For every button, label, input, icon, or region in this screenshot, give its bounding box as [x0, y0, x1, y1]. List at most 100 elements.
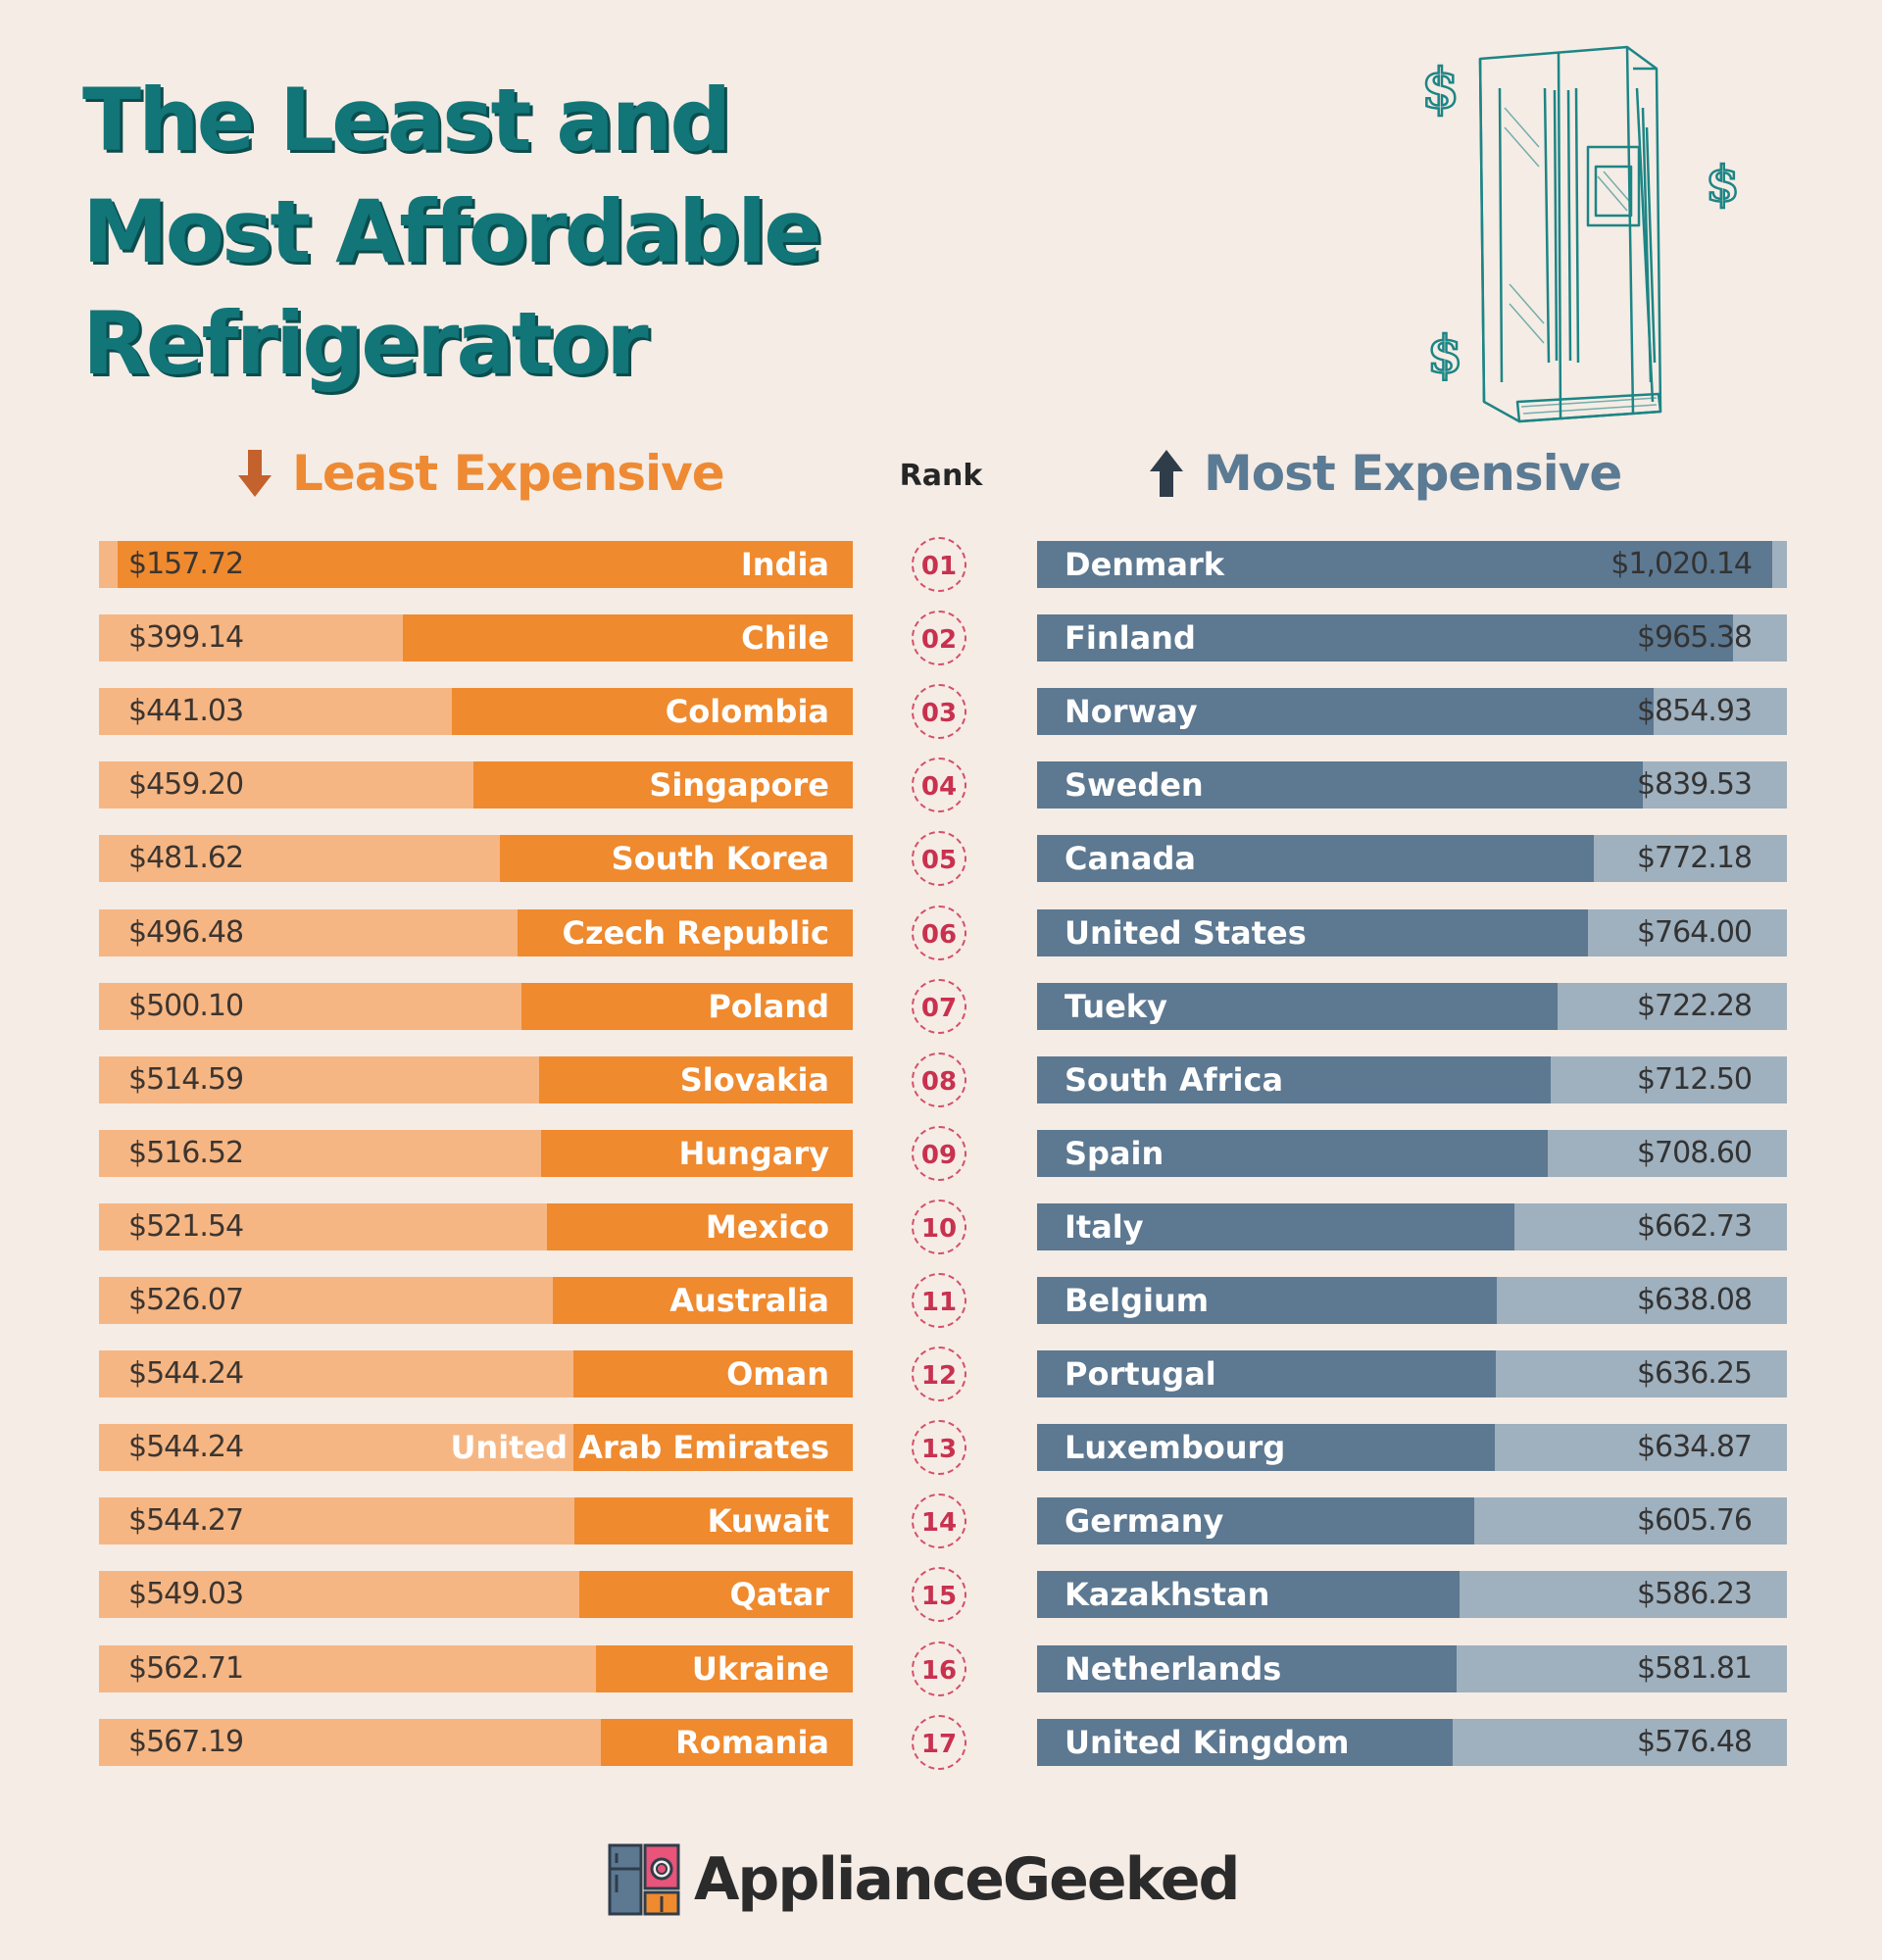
bar-fill [1037, 761, 1643, 809]
rank-badge: 15 [912, 1567, 966, 1623]
bar-least-expensive: $544.27 Kuwait [99, 1497, 853, 1545]
bar-most-expensive: Netherlands $581.81 [1037, 1644, 1787, 1692]
bar-fill [1037, 1055, 1551, 1103]
bar-fill [1037, 614, 1733, 662]
logo-text: ApplianceGeeked [694, 1845, 1240, 1914]
bar-least-expensive: $521.54 Mexico [99, 1202, 853, 1250]
bar-country-label: India [740, 546, 829, 583]
rank-badge: 03 [912, 684, 966, 740]
bar-country-label: Colombia [665, 693, 829, 731]
rank-badge: 06 [912, 905, 966, 960]
bar-country-label: Denmark [1065, 546, 1225, 583]
bar-country-label: Oman [726, 1355, 829, 1394]
bar-most-expensive: United Kingdom $576.48 [1037, 1718, 1787, 1766]
bar-value-label: $605.76 [1636, 1503, 1753, 1539]
bar-value-label: $549.03 [128, 1577, 244, 1612]
bar-country-label: Luxembourg [1065, 1429, 1286, 1467]
svg-text:$: $ [1706, 155, 1740, 213]
bar-value-label: $638.08 [1636, 1283, 1753, 1317]
title-line-1: The Least and [82, 70, 731, 171]
bar-fill [1037, 1202, 1514, 1250]
bar-fill [521, 982, 853, 1030]
bar-fill [1037, 908, 1588, 956]
bar-fill [574, 1497, 853, 1545]
bar-least-expensive: $157.72 India [99, 541, 853, 588]
page-title: The Least and Most Affordable Refrigerat… [82, 65, 965, 400]
bar-fill [1037, 1718, 1453, 1766]
bar-most-expensive: South Africa $712.50 [1037, 1055, 1787, 1103]
bar-most-expensive: Spain $708.60 [1037, 1129, 1787, 1177]
bar-value-label: $521.54 [128, 1208, 244, 1244]
bar-country-label: Portugal [1065, 1355, 1216, 1394]
bar-country-label: Hungary [678, 1134, 829, 1172]
bar-fill [1037, 1424, 1495, 1472]
rank-badge: 17 [912, 1714, 966, 1770]
bar-country-label: Belgium [1065, 1282, 1210, 1319]
bar-fill [1037, 1129, 1548, 1177]
bar-least-expensive: $481.62 South Korea [99, 835, 853, 883]
bar-value-label: $157.72 [128, 547, 244, 581]
least-expensive-label: Least Expensive [292, 445, 725, 502]
bar-country-label: Ukraine [691, 1649, 829, 1688]
rank-badge: 05 [912, 831, 966, 887]
bar-fill [473, 761, 853, 809]
bar-value-label: $854.93 [1636, 694, 1753, 729]
bar-value-label: $662.73 [1636, 1208, 1753, 1244]
bar-country-label: Netherlands [1065, 1649, 1282, 1688]
bar-value-label: $399.14 [128, 620, 244, 656]
bar-value-label: $586.23 [1636, 1577, 1753, 1612]
bar-fill [1037, 1350, 1496, 1398]
bar-least-expensive: $526.07 Australia [99, 1277, 853, 1324]
bar-value-label: $634.87 [1636, 1430, 1753, 1465]
bar-value-label: $544.24 [128, 1356, 244, 1392]
bar-most-expensive: Portugal $636.25 [1037, 1350, 1787, 1398]
bar-country-label: Italy [1065, 1207, 1144, 1246]
bar-most-expensive: Denmark $1,020.14 [1037, 541, 1787, 588]
bar-country-label: South Korea [611, 840, 829, 878]
bar-country-label: United States [1065, 913, 1307, 952]
bar-value-label: $772.18 [1636, 841, 1753, 876]
bar-value-label: $526.07 [128, 1283, 244, 1317]
bar-country-label: United Arab Emirates [450, 1429, 829, 1467]
bar-country-label: Germany [1065, 1502, 1224, 1541]
bar-value-label: $722.28 [1636, 988, 1753, 1023]
bar-country-label: Tueky [1065, 987, 1167, 1025]
bar-value-label: $459.20 [128, 767, 244, 803]
bar-fill [1037, 982, 1558, 1030]
bar-least-expensive: $549.03 Qatar [99, 1571, 853, 1619]
bar-least-expensive: $567.19 Romania [99, 1718, 853, 1766]
bar-most-expensive: Belgium $638.08 [1037, 1277, 1787, 1324]
svg-text:$: $ [1427, 325, 1462, 385]
rank-badge: 01 [912, 537, 966, 592]
rank-badge: 09 [912, 1125, 966, 1181]
refrigerator-icon: $ $ $ [1420, 45, 1741, 423]
rank-badge: 04 [912, 758, 966, 813]
least-expensive-header: Least Expensive [235, 439, 725, 508]
title-line-2: Most Affordable [82, 181, 822, 282]
rank-badge: 14 [912, 1494, 966, 1549]
bar-country-label: Mexico [705, 1207, 829, 1246]
bar-most-expensive: Luxembourg $634.87 [1037, 1424, 1787, 1472]
bar-fill [579, 1571, 853, 1619]
bar-fill [1037, 1497, 1474, 1545]
bar-value-label: $965.38 [1636, 620, 1753, 656]
appliancegeeked-logo-icon [608, 1843, 680, 1916]
rank-badge: 11 [912, 1273, 966, 1328]
svg-text:$: $ [1421, 57, 1460, 122]
bar-country-label: Chile [741, 619, 829, 658]
bar-value-label: $636.25 [1636, 1356, 1753, 1392]
bar-least-expensive: $562.71 Ukraine [99, 1644, 853, 1692]
bar-least-expensive: $441.03 Colombia [99, 688, 853, 736]
bar-value-label: $516.52 [128, 1135, 244, 1170]
bar-fill [1037, 835, 1594, 883]
bar-fill [596, 1644, 853, 1692]
bar-country-label: Canada [1065, 840, 1196, 878]
bar-country-label: Romania [675, 1723, 829, 1761]
rank-badge: 13 [912, 1420, 966, 1476]
bar-fill [1037, 1277, 1497, 1324]
rank-badge: 16 [912, 1641, 966, 1696]
bar-fill [573, 1424, 853, 1472]
bar-fill [118, 541, 853, 588]
bar-value-label: $496.48 [128, 914, 244, 950]
bar-value-label: $839.53 [1636, 767, 1753, 803]
